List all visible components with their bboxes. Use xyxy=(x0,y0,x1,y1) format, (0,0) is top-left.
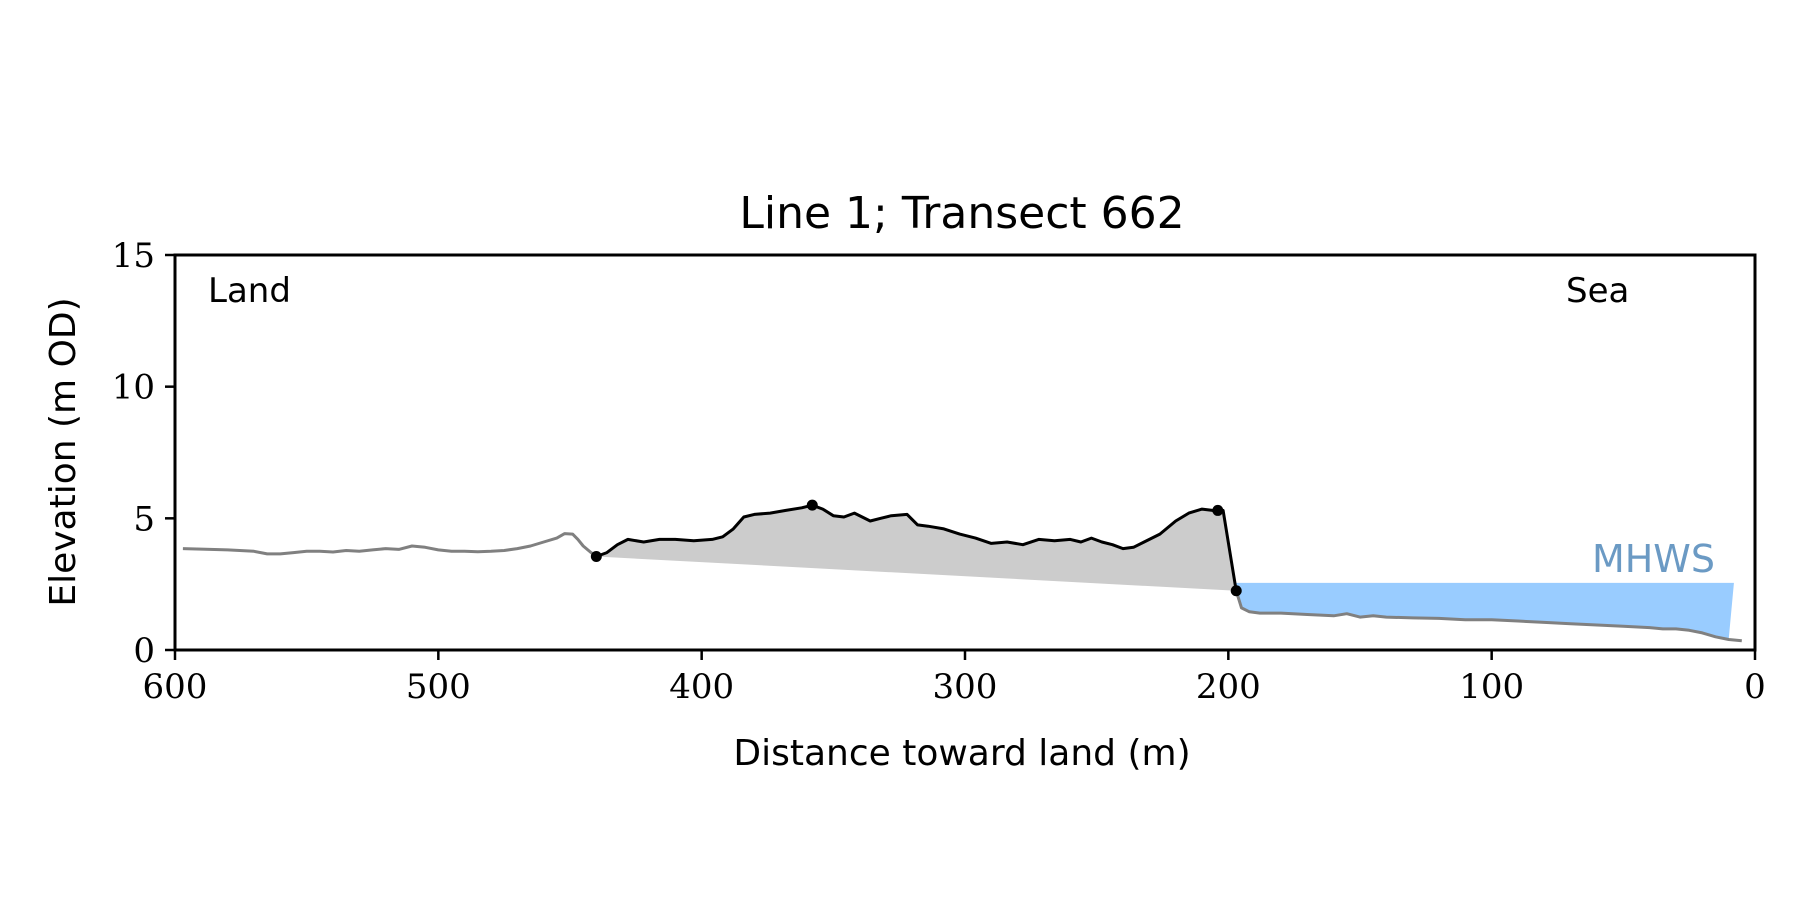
y-tick-label: 15 xyxy=(112,236,155,276)
x-axis: 600 500 400 300 200 100 0 xyxy=(143,650,1766,707)
ground-profile-line-2 xyxy=(1234,590,1742,643)
x-tick-label: 400 xyxy=(669,667,734,707)
ground-profile-line-0 xyxy=(182,532,598,558)
sea-annotation: Sea xyxy=(1566,271,1629,311)
dune-key-point xyxy=(806,499,818,511)
land-annotation: Land xyxy=(208,271,291,311)
dune-key-point xyxy=(590,551,602,563)
mhws-label: MHWS xyxy=(1592,537,1715,581)
y-tick-label: 0 xyxy=(133,631,155,671)
dune-volume-fill xyxy=(596,505,1237,591)
mhws-water-area xyxy=(1236,582,1734,640)
plot-area xyxy=(182,499,1742,643)
x-tick-label: 100 xyxy=(1459,667,1524,707)
dune-key-point xyxy=(1212,504,1224,516)
y-axis: 0 5 10 15 xyxy=(112,236,175,671)
x-tick-label: 300 xyxy=(933,667,998,707)
y-tick-label: 10 xyxy=(112,368,155,408)
chart-title: Line 1; Transect 662 xyxy=(739,188,1184,239)
y-tick-label: 5 xyxy=(133,499,155,539)
x-tick-label: 0 xyxy=(1744,667,1766,707)
x-axis-label: Distance toward land (m) xyxy=(733,733,1190,774)
dune-key-point xyxy=(1230,585,1242,597)
x-tick-label: 500 xyxy=(406,667,471,707)
dune-profile-line-1 xyxy=(595,503,1238,592)
y-axis-label: Elevation (m OD) xyxy=(43,297,84,606)
x-tick-label: 200 xyxy=(1196,667,1261,707)
x-tick-label: 600 xyxy=(143,667,208,707)
